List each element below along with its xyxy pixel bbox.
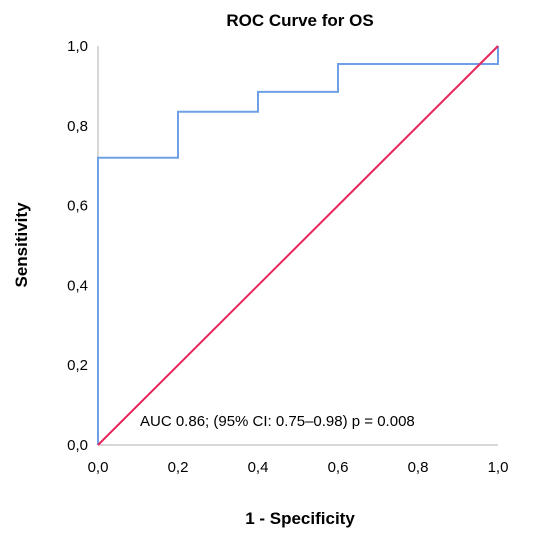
x-tick-label: 0,8: [408, 459, 429, 476]
y-tick-label: 0,2: [67, 357, 88, 374]
y-tick-label: 0,6: [67, 198, 88, 215]
series-layer: [97, 45, 499, 446]
y-tick-label: 0,0: [67, 437, 88, 454]
x-tick-label: 0,2: [168, 459, 189, 476]
x-tick-label: 0,6: [328, 459, 349, 476]
chart-title: ROC Curve for OS: [226, 11, 373, 30]
x-tick-labels: 0,0 0,2 0,4 0,6 0,8 1,0: [88, 459, 509, 476]
y-tick-label: 0,4: [67, 277, 88, 294]
y-tick-label: 1,0: [67, 38, 88, 55]
reference-diagonal-line: [97, 45, 499, 446]
y-tick-label: 0,8: [67, 118, 88, 135]
x-tick-label: 0,4: [248, 459, 269, 476]
x-axis-title: 1 - Specificity: [245, 509, 355, 528]
x-tick-label: 0,0: [88, 459, 109, 476]
x-tick-label: 1,0: [488, 459, 509, 476]
y-tick-labels: 0,0 0,2 0,4 0,6 0,8 1,0: [67, 38, 88, 454]
roc-curve-line: [97, 46, 499, 445]
y-axis-title: Sensitivity: [12, 202, 31, 288]
auc-annotation: AUC 0.86; (95% CI: 0.75–0.98) p = 0.008: [140, 413, 415, 430]
